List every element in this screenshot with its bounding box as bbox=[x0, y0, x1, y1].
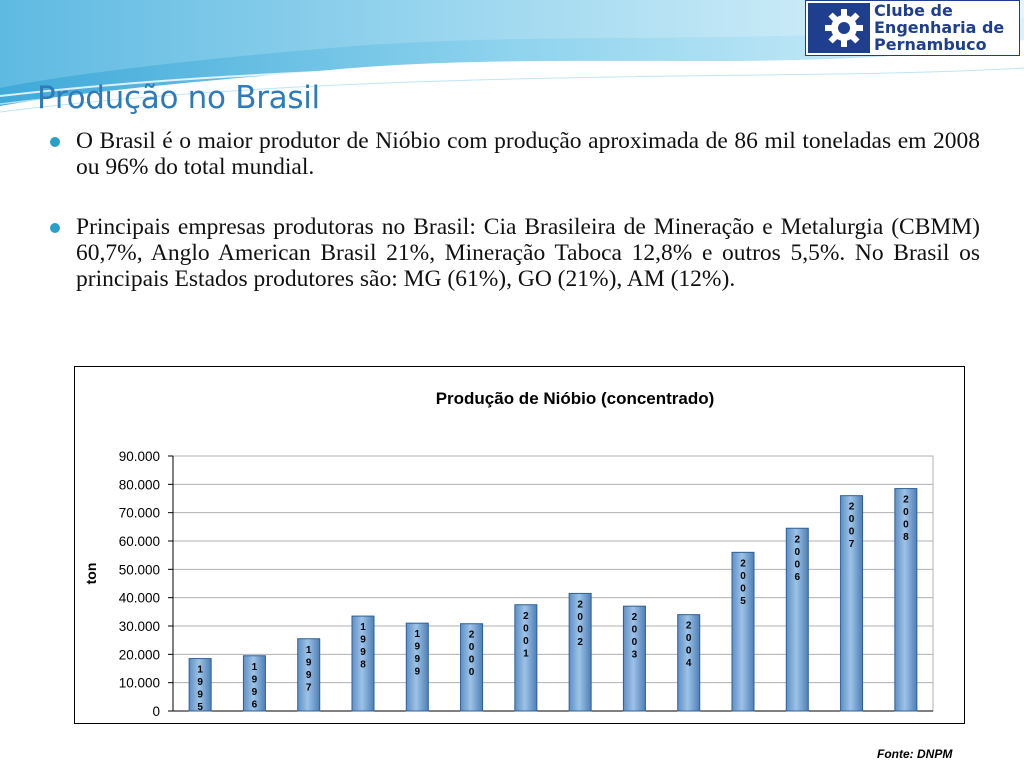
source-note: Fonte: DNPM bbox=[877, 747, 953, 761]
y-tick-label: 40.000 bbox=[119, 591, 160, 606]
bar-2003 bbox=[622, 605, 646, 712]
bullet-icon bbox=[50, 223, 60, 233]
bullet-icon bbox=[50, 137, 60, 147]
bar-2000 bbox=[460, 623, 484, 712]
bullet-text: O Brasil é o maior produtor de Nióbio co… bbox=[76, 128, 980, 180]
y-tick-label: 80.000 bbox=[119, 477, 160, 492]
y-tick-label: 70.000 bbox=[119, 506, 160, 521]
gear-icon bbox=[808, 3, 870, 53]
y-tick-label: 90.000 bbox=[119, 449, 160, 464]
bar-1997 bbox=[297, 638, 321, 712]
bar-2002 bbox=[568, 592, 592, 712]
bar-1996 bbox=[242, 655, 266, 712]
y-axis-label: ton bbox=[83, 563, 99, 585]
bar-2008 bbox=[894, 488, 918, 712]
y-tick-label: 20.000 bbox=[119, 647, 160, 662]
header-wave-decoration bbox=[0, 0, 1024, 113]
bar-1995 bbox=[188, 658, 212, 712]
y-tick-label: 50.000 bbox=[119, 562, 160, 577]
logo-line: Engenharia de bbox=[874, 18, 1005, 37]
chart-title: Produção de Nióbio (concentrado) bbox=[436, 389, 715, 408]
bar-2006 bbox=[785, 527, 809, 712]
bar-1998 bbox=[351, 615, 375, 712]
bar-2001 bbox=[514, 604, 538, 712]
bar-2004 bbox=[677, 614, 701, 712]
logo-line: Pernambuco bbox=[874, 35, 987, 54]
y-tick-label: 30.000 bbox=[119, 619, 160, 634]
bullet-item: O Brasil é o maior produtor de Nióbio co… bbox=[50, 128, 980, 180]
bar-1999 bbox=[405, 622, 429, 712]
bullet-text: Principais empresas produtoras no Brasil… bbox=[76, 214, 980, 292]
logo-wordmark: Clube de Engenharia de Pernambuco bbox=[874, 2, 1004, 53]
niobium-bar-chart: Produção de Nióbio (concentrado) 0 10.000 2… bbox=[83, 389, 934, 719]
bar-2007 bbox=[840, 495, 864, 712]
logo-line: Clube de bbox=[874, 1, 953, 20]
bullet-list: O Brasil é o maior produtor de Nióbio co… bbox=[50, 128, 980, 326]
y-tick-label: 60.000 bbox=[119, 534, 160, 549]
y-tick-label: 10.000 bbox=[119, 676, 160, 691]
logo: Clube de Engenharia de Pernambuco bbox=[805, 0, 1020, 56]
bullet-item: Principais empresas produtoras no Brasil… bbox=[50, 214, 980, 292]
plot-area bbox=[172, 455, 934, 712]
chart-frame: Produção de Nióbio (concentrado) 0 10.000 2… bbox=[74, 366, 965, 724]
page-title: Produção no Brasil bbox=[37, 80, 320, 116]
bar-2005 bbox=[731, 551, 755, 712]
y-tick-label: 0 bbox=[152, 704, 160, 719]
